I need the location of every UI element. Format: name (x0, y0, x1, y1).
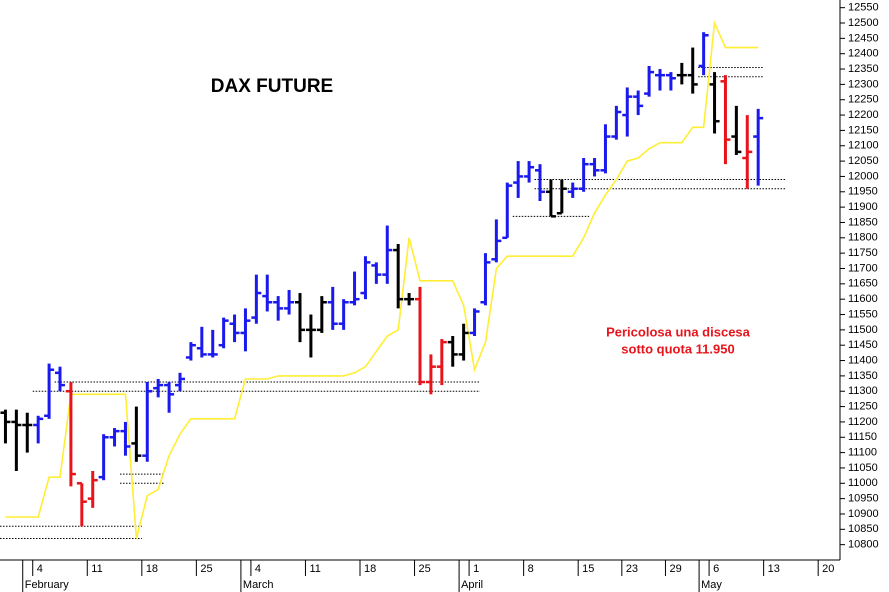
y-tick-label: 11850 (848, 216, 878, 228)
y-tick-label: 10850 (848, 523, 879, 535)
y-tick-label: 12150 (848, 124, 879, 136)
y-tick-label: 11800 (848, 232, 878, 244)
y-tick-label: 12050 (848, 155, 879, 167)
y-tick-label: 12550 (848, 2, 879, 14)
y-tick-label: 12500 (848, 17, 879, 29)
x-tick-label: 18 (364, 563, 376, 575)
month-label: May (701, 579, 722, 591)
y-tick-label: 11900 (848, 201, 878, 213)
annotation: sotto quota 11.950 (621, 341, 734, 356)
x-tick-label: 4 (37, 563, 43, 575)
y-tick-label: 11150 (848, 431, 877, 443)
x-tick-label: 23 (626, 563, 638, 575)
y-tick-label: 10950 (848, 493, 879, 505)
y-tick-label: 11200 (848, 416, 878, 428)
y-tick-label: 12200 (848, 109, 879, 121)
y-tick-label: 11050 (848, 462, 878, 474)
annotation: Pericolosa una discesa (606, 324, 751, 339)
x-tick-label: 18 (146, 563, 158, 575)
x-tick-label: 11 (91, 563, 102, 575)
y-tick-label: 11700 (848, 262, 878, 274)
support-line (5, 19, 759, 539)
y-tick-label: 10900 (848, 508, 879, 520)
y-tick-label: 11950 (848, 186, 878, 198)
x-tick-label: 13 (768, 563, 780, 575)
x-tick-label: 8 (528, 563, 534, 575)
month-label: March (243, 579, 274, 591)
month-label: April (461, 579, 483, 591)
y-tick-label: 12450 (848, 32, 879, 44)
y-tick-label: 11400 (848, 354, 878, 366)
x-tick-label: 1 (473, 563, 479, 575)
y-tick-label: 11300 (848, 385, 878, 397)
y-tick-label: 11100 (848, 447, 877, 459)
y-tick-label: 12400 (848, 48, 879, 60)
y-tick-label: 11650 (848, 278, 878, 290)
y-tick-label: 12100 (848, 140, 879, 152)
x-tick-label: 25 (200, 563, 212, 575)
y-tick-label: 12250 (848, 94, 879, 106)
y-tick-label: 12350 (848, 63, 879, 75)
x-tick-label: 15 (582, 563, 594, 575)
y-tick-label: 10800 (848, 539, 879, 551)
y-tick-label: 11350 (848, 370, 878, 382)
x-tick-label: 6 (713, 563, 719, 575)
y-tick-label: 11000 (848, 477, 878, 489)
y-tick-label: 11500 (848, 324, 878, 336)
month-label: February (25, 579, 70, 591)
y-tick-label: 11550 (848, 308, 878, 320)
x-tick-label: 25 (419, 563, 431, 575)
y-tick-label: 11600 (848, 293, 878, 305)
chart-title: DAX FUTURE (211, 76, 333, 97)
y-tick-label: 12000 (848, 170, 879, 182)
y-tick-label: 11450 (848, 339, 878, 351)
y-tick-label: 12300 (848, 78, 879, 90)
x-tick-label: 29 (669, 563, 681, 575)
x-tick-label: 4 (255, 563, 261, 575)
x-tick-label: 11 (309, 563, 320, 575)
x-tick-label: 20 (822, 563, 834, 575)
y-tick-label: 11250 (848, 400, 878, 412)
y-tick-label: 11750 (848, 247, 878, 259)
